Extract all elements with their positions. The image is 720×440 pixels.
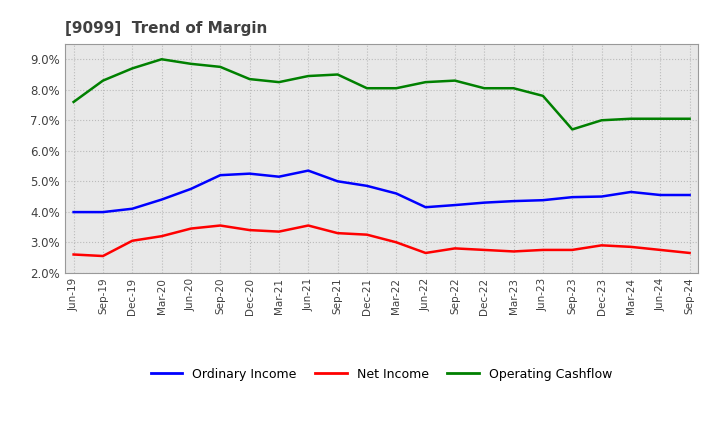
Ordinary Income [626,189,635,194]
Operating Cashflow [186,61,195,66]
Ordinary Income [274,174,283,180]
Operating Cashflow [626,116,635,121]
Net Income [451,246,459,251]
Operating Cashflow [509,86,518,91]
Operating Cashflow [685,116,694,121]
Net Income [421,250,430,256]
Net Income [568,247,577,253]
Ordinary Income [421,205,430,210]
Ordinary Income [128,206,137,211]
Operating Cashflow [598,117,606,123]
Line: Net Income: Net Income [73,226,690,256]
Ordinary Income [451,202,459,208]
Ordinary Income [539,198,547,203]
Line: Operating Cashflow: Operating Cashflow [73,59,690,129]
Net Income [274,229,283,234]
Text: [9099]  Trend of Margin: [9099] Trend of Margin [65,21,267,36]
Net Income [333,231,342,236]
Ordinary Income [509,198,518,204]
Operating Cashflow [99,78,107,83]
Net Income [246,227,254,233]
Ordinary Income [480,200,489,205]
Net Income [685,250,694,256]
Net Income [304,223,312,228]
Net Income [539,247,547,253]
Operating Cashflow [480,86,489,91]
Net Income [99,253,107,259]
Operating Cashflow [363,86,372,91]
Operating Cashflow [568,127,577,132]
Operating Cashflow [656,116,665,121]
Ordinary Income [69,209,78,215]
Operating Cashflow [421,80,430,85]
Operating Cashflow [246,77,254,82]
Ordinary Income [363,183,372,188]
Net Income [216,223,225,228]
Net Income [656,247,665,253]
Legend: Ordinary Income, Net Income, Operating Cashflow: Ordinary Income, Net Income, Operating C… [146,363,617,385]
Net Income [392,240,400,245]
Net Income [626,244,635,249]
Net Income [598,243,606,248]
Net Income [157,234,166,239]
Ordinary Income [656,192,665,198]
Operating Cashflow [157,57,166,62]
Operating Cashflow [304,73,312,79]
Ordinary Income [568,194,577,200]
Operating Cashflow [333,72,342,77]
Operating Cashflow [216,64,225,70]
Net Income [480,247,489,253]
Operating Cashflow [539,93,547,99]
Operating Cashflow [128,66,137,71]
Ordinary Income [186,186,195,191]
Operating Cashflow [274,80,283,85]
Ordinary Income [392,191,400,196]
Ordinary Income [304,168,312,173]
Ordinary Income [598,194,606,199]
Ordinary Income [685,192,694,198]
Net Income [128,238,137,243]
Operating Cashflow [69,99,78,105]
Ordinary Income [157,197,166,202]
Net Income [509,249,518,254]
Ordinary Income [333,179,342,184]
Net Income [69,252,78,257]
Operating Cashflow [392,86,400,91]
Net Income [363,232,372,237]
Line: Ordinary Income: Ordinary Income [73,171,690,212]
Operating Cashflow [451,78,459,83]
Ordinary Income [99,209,107,215]
Ordinary Income [246,171,254,176]
Ordinary Income [216,172,225,178]
Net Income [186,226,195,231]
